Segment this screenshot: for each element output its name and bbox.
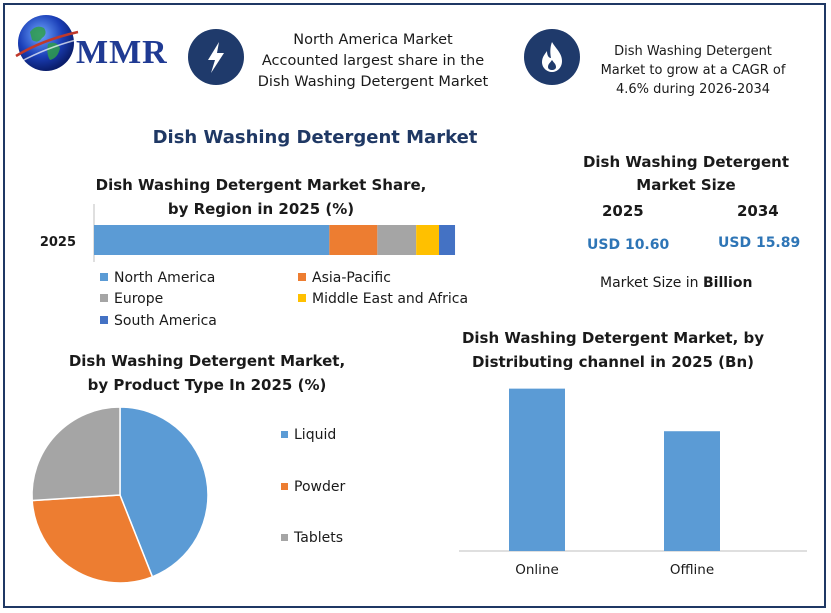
legend-label: Tablets [294, 530, 343, 546]
region-bar-south-america [439, 225, 456, 255]
market-size-value-2034: USD 15.89 [718, 235, 801, 251]
highlight-text-2: Dish Washing Detergent Market to grow at… [600, 44, 786, 97]
legend-swatch [100, 316, 108, 324]
globe-logo-icon [15, 15, 79, 71]
region-legend-north-america: North America [100, 268, 215, 288]
region-legend-europe: Europe [100, 289, 163, 309]
legend-swatch [298, 294, 306, 302]
flame-icon [542, 42, 562, 72]
legend-swatch [100, 294, 108, 302]
lightning-bolt-icon [208, 42, 224, 73]
legend-swatch [100, 273, 108, 281]
pie-legend-tablets: Tablets [281, 528, 343, 548]
legend-label: Middle East and Africa [312, 291, 469, 307]
channel-bar-offline [664, 431, 720, 551]
highlight-badge-2 [524, 29, 580, 85]
region-chart-title: Dish Washing Detergent Market Share, by … [95, 176, 427, 218]
market-size-unit-bold: Billion [702, 275, 753, 291]
channel-bar-online [509, 388, 565, 551]
legend-label: North America [114, 270, 216, 286]
region-category-label: 2025 [40, 235, 76, 250]
channel-tick-offline: Offline [669, 562, 715, 578]
market-size-unit: Market Size in Billion [600, 275, 752, 291]
highlight-text-1: North America Market Accounted largest s… [257, 32, 489, 90]
region-legend-middle-east-and-africa: Middle East and Africa [298, 289, 468, 309]
pie-slice-tablets [31, 406, 121, 502]
region-bar-europe [377, 225, 417, 255]
region-chart: 2025 [40, 204, 456, 262]
legend-label: Asia-Pacific [312, 270, 391, 286]
pie-legend-liquid: Liquid [281, 425, 336, 445]
region-legend-asia-pacific: Asia-Pacific [298, 268, 391, 288]
region-bar-asia-pacific [329, 225, 378, 255]
market-size-unit-prefix: Market Size in [600, 275, 703, 291]
legend-label: Powder [294, 479, 346, 495]
pie-slice-liquid [119, 406, 209, 578]
legend-label: South America [114, 313, 217, 329]
legend-swatch [281, 533, 288, 541]
legend-swatch [281, 482, 288, 490]
pie-legend-powder: Powder [281, 477, 345, 497]
legend-swatch [281, 430, 288, 438]
market-size-year-2025: 2025 [602, 202, 644, 220]
market-size-value-2025: USD 10.60 [587, 237, 670, 253]
channel-chart-title: Dish Washing Detergent Market, by Distri… [461, 329, 765, 371]
region-bar-middle-east-and-africa [416, 225, 440, 255]
logo-text: MMR [76, 34, 168, 71]
highlight-badge-1 [188, 29, 244, 85]
market-size-year-2034: 2034 [737, 202, 779, 220]
legend-swatch [298, 273, 306, 281]
product-type-pie [31, 406, 209, 584]
region-bar-north-america [94, 225, 330, 255]
legend-label: Europe [114, 291, 164, 307]
channel-chart [459, 388, 807, 552]
region-legend-south-america: South America [100, 311, 217, 331]
market-size-title: Dish Washing Detergent Market Size [582, 153, 790, 194]
channel-tick-online: Online [515, 562, 559, 578]
pie-slice-powder [31, 494, 154, 584]
main-title: Dish Washing Detergent Market [152, 127, 478, 148]
legend-label: Liquid [294, 427, 337, 443]
product-type-chart-title: Dish Washing Detergent Market, by Produc… [68, 352, 346, 394]
